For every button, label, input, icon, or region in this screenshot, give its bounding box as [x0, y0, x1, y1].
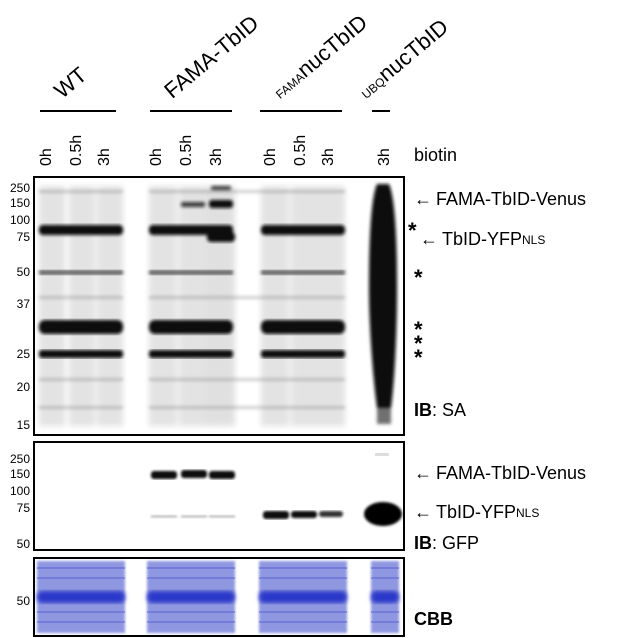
mw-marker: 150	[9, 196, 30, 210]
timepoint-label: 3h	[96, 148, 113, 166]
arrow-left-icon: ←	[414, 502, 432, 522]
timepoint-label: 3h	[320, 148, 337, 166]
annotation-fama-tbid-venus-sa: ← FAMA-TbID-Venus	[414, 189, 587, 209]
mw-marker: 100	[9, 484, 30, 498]
star-marker: *	[414, 345, 423, 370]
blot-panel-cbb	[33, 557, 405, 637]
mw-marker: 150	[9, 467, 30, 481]
mw-marker: 250	[9, 181, 30, 195]
timepoint-label: 0.5h	[292, 134, 309, 166]
mw-marker: 37	[16, 297, 30, 311]
arrow-left-icon: ←	[414, 189, 432, 209]
star-marker: *	[408, 218, 417, 243]
ib-label-sa: IB: SA	[414, 400, 467, 420]
mw-marker: 25	[16, 347, 30, 361]
biotin-label: biotin	[414, 145, 458, 165]
annotation-tbid-yfp-sa: ← TbID-YFP NLS	[420, 229, 546, 249]
mw-marker: 50	[16, 594, 30, 608]
group-underline-wt	[40, 110, 116, 112]
mw-marker: 75	[16, 230, 30, 244]
group-underline-fama-tbid	[150, 110, 232, 112]
mw-marker: 50	[16, 265, 30, 279]
star-marker: *	[414, 265, 423, 290]
group-underline-ubq-nuctbid	[372, 110, 390, 112]
blot-panel-sa	[33, 176, 405, 436]
blot-image-sa	[35, 178, 403, 434]
blot-panel-gfp	[33, 441, 405, 551]
group-label-wt: WT	[49, 62, 92, 104]
timepoint-label: 3h	[376, 148, 393, 166]
mw-marker: 250	[9, 452, 30, 466]
timepoint-label: 3h	[208, 148, 225, 166]
group-label-fama-nuctbid: FAMAnucTbID	[273, 9, 373, 102]
mw-marker: 15	[16, 418, 30, 432]
blot-image-cbb	[35, 559, 403, 635]
timepoint-label: 0h	[38, 148, 55, 166]
mw-marker: 100	[9, 213, 30, 227]
timepoint-label: 0.5h	[178, 134, 195, 166]
star-marker: *	[414, 331, 423, 356]
cbb-label: CBB	[414, 609, 453, 629]
annotation-fama-tbid-venus-gfp: ← FAMA-TbID-Venus	[414, 463, 587, 483]
mw-marker: 75	[16, 501, 30, 515]
blot-image-gfp	[35, 443, 403, 549]
mw-marker: 50	[16, 537, 30, 551]
mw-marker: 20	[16, 380, 30, 394]
arrow-left-icon: ←	[414, 463, 432, 483]
timepoint-label: 0.5h	[68, 134, 85, 166]
arrow-left-icon: ←	[420, 229, 438, 249]
group-underline-fama-nuctbid	[260, 110, 342, 112]
timepoint-label: 0h	[262, 148, 279, 166]
star-marker: *	[414, 317, 423, 342]
annotation-tbid-yfp-gfp: ← TbID-YFP NLS	[414, 502, 540, 522]
group-label-fama-tbid: FAMA-TbID	[159, 10, 264, 104]
timepoint-label: 0h	[148, 148, 165, 166]
ib-label-gfp: IB: GFP	[414, 533, 480, 553]
